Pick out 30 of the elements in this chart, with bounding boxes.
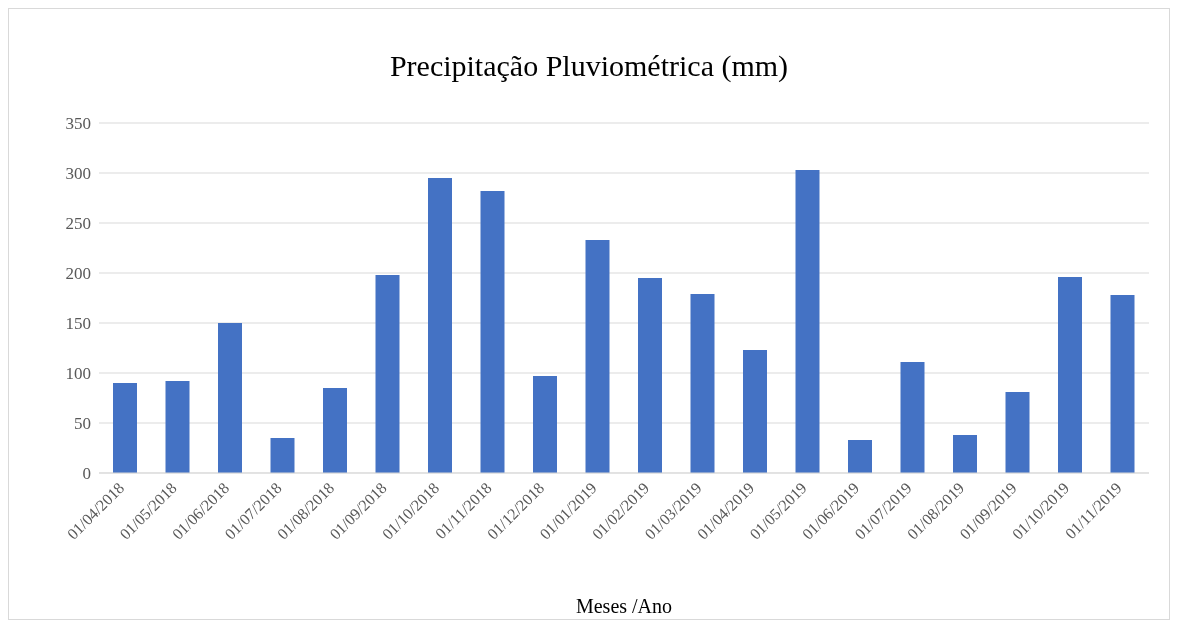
bar [323,388,347,473]
bar [795,170,820,473]
bar [218,323,242,473]
bar [113,383,137,473]
y-tick-label: 200 [65,264,91,284]
bar [1110,295,1135,473]
y-tick-label: 250 [65,214,91,234]
bar [428,178,452,473]
y-tick-label: 0 [82,464,91,484]
bar [743,350,767,473]
bar [270,438,295,473]
bar [480,191,505,473]
bar [638,278,662,473]
x-axis-title: Meses /Ano [575,595,673,617]
bar [1058,277,1082,473]
y-tick-label: 150 [65,314,91,334]
bar [1005,392,1030,473]
y-tick-label: 300 [65,164,91,184]
bar [165,381,190,473]
bar [848,440,872,473]
bar [900,362,925,473]
y-tick-label: 350 [65,114,91,134]
bar [585,240,610,473]
y-tick-label: 100 [65,364,91,384]
bar [953,435,977,473]
bar [533,376,557,473]
bar [690,294,715,473]
chart-title: Precipitação Pluviométrica (mm) [388,49,790,83]
bar [375,275,400,473]
y-tick-label: 50 [74,414,91,434]
